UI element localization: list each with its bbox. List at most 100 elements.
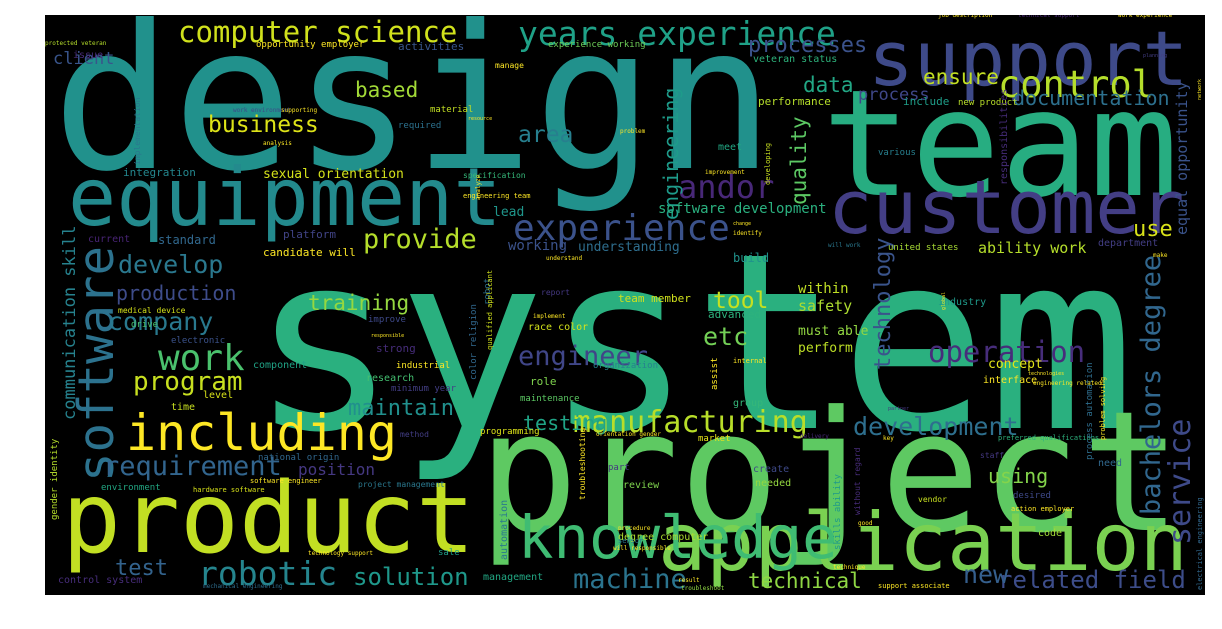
word: troubleshooting bbox=[578, 428, 587, 500]
word: training bbox=[308, 291, 409, 315]
word: review bbox=[623, 480, 660, 491]
word: design bbox=[52, 0, 774, 216]
word: technologies bbox=[1028, 371, 1064, 377]
word: software development bbox=[658, 201, 827, 217]
word: race color bbox=[528, 322, 588, 333]
word: application bbox=[658, 496, 1188, 589]
word: engineering related bbox=[1033, 380, 1102, 387]
word: technology support bbox=[308, 550, 373, 557]
word: partner bbox=[888, 406, 909, 412]
word: skills ability bbox=[833, 474, 843, 550]
word: drive bbox=[131, 320, 158, 330]
word: new bbox=[963, 560, 1009, 589]
word: current bbox=[88, 234, 130, 245]
word: component bbox=[253, 360, 307, 371]
word: lead bbox=[493, 205, 524, 220]
word: working bbox=[508, 238, 567, 254]
word: preferred qualifications bbox=[998, 434, 1099, 442]
word: technical bbox=[748, 569, 862, 593]
word: candidate will bbox=[263, 246, 356, 259]
word: part bbox=[608, 463, 630, 473]
word: project management bbox=[358, 480, 445, 489]
word: project bbox=[478, 376, 1182, 570]
word: equipment bbox=[68, 151, 501, 244]
word: maintenance bbox=[520, 394, 580, 404]
word: build bbox=[733, 251, 769, 265]
word: without regard bbox=[853, 447, 862, 515]
word: degree computer bbox=[618, 532, 708, 543]
word: use bbox=[1133, 217, 1173, 242]
word: problem solving bbox=[1099, 377, 1107, 440]
word: engineer bbox=[518, 341, 648, 372]
word: andor bbox=[678, 168, 774, 206]
word: advanced bbox=[708, 308, 761, 321]
word: meet bbox=[718, 142, 742, 153]
word: activities bbox=[398, 40, 464, 53]
word: desired bbox=[1013, 491, 1051, 501]
word: opportunity employer bbox=[256, 40, 365, 50]
word: role bbox=[530, 375, 557, 388]
word: engineering team bbox=[463, 192, 530, 200]
word: experience working bbox=[548, 40, 646, 50]
word: quality bbox=[787, 116, 811, 205]
word: electrical engineering bbox=[1196, 497, 1204, 590]
word: based bbox=[355, 78, 418, 102]
word: sale bbox=[438, 548, 460, 558]
word: include bbox=[903, 95, 949, 108]
word: processes bbox=[748, 33, 867, 58]
word: create bbox=[753, 464, 789, 475]
word: customer bbox=[828, 165, 1184, 251]
word: analyze bbox=[475, 174, 482, 200]
word: industrial bbox=[396, 361, 450, 371]
word: vendor bbox=[918, 495, 947, 504]
word: years experience bbox=[518, 14, 836, 53]
word: responsibilities bbox=[999, 89, 1010, 185]
word: solution bbox=[353, 563, 469, 591]
word: understanding bbox=[578, 240, 680, 255]
word: responsible bbox=[371, 333, 404, 339]
word: gender identity bbox=[50, 438, 60, 520]
word: position bbox=[298, 460, 375, 479]
word: needed bbox=[755, 478, 791, 489]
word: machine bbox=[573, 564, 687, 595]
word: sexual orientation bbox=[263, 167, 404, 182]
words: designsystemteamsupportcustomerprojectpr… bbox=[45, 0, 1204, 595]
word: experience bbox=[513, 208, 730, 249]
word: planning bbox=[1143, 53, 1167, 59]
word: program bbox=[133, 367, 243, 397]
word: group bbox=[733, 398, 763, 409]
word: area bbox=[518, 122, 573, 148]
word: process bbox=[858, 85, 930, 105]
word: technical support bbox=[1018, 12, 1080, 19]
word: strong bbox=[376, 342, 416, 355]
word: process automation bbox=[1085, 362, 1095, 460]
word: robotic bbox=[198, 554, 337, 593]
word: testing bbox=[523, 411, 607, 435]
word: company bbox=[108, 307, 213, 336]
word: safety bbox=[798, 297, 852, 315]
word: test bbox=[115, 556, 168, 581]
word: documentation bbox=[1013, 86, 1170, 110]
word: using bbox=[988, 464, 1048, 488]
word: manufacturing bbox=[573, 405, 808, 440]
word: technique bbox=[833, 564, 866, 571]
word: veteran status bbox=[753, 54, 837, 65]
word: change bbox=[733, 221, 751, 227]
word: within bbox=[798, 281, 849, 297]
word: material bbox=[430, 105, 473, 115]
word: interface bbox=[983, 375, 1037, 386]
word: protected veteran bbox=[45, 40, 107, 47]
word: develop bbox=[118, 250, 223, 279]
word: software engineer bbox=[250, 477, 322, 485]
word: department bbox=[1098, 238, 1158, 249]
word: development bbox=[853, 412, 1019, 441]
word: requirement bbox=[103, 451, 282, 482]
word: support bbox=[868, 14, 1188, 103]
word: job description bbox=[938, 12, 993, 19]
word: product bbox=[62, 462, 475, 576]
word: software bbox=[68, 246, 125, 482]
word: network bbox=[1197, 79, 1203, 100]
word: work experience bbox=[1118, 12, 1173, 19]
word: code bbox=[1038, 528, 1062, 539]
word: client bbox=[53, 49, 114, 69]
